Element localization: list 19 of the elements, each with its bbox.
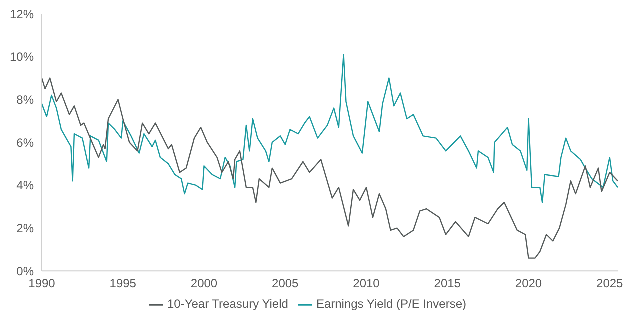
x-tick-label: 2000	[190, 276, 218, 291]
x-tick-label: 2020	[515, 276, 542, 291]
y-tick-label: 2%	[16, 222, 34, 236]
x-tick-label: 2010	[353, 276, 380, 291]
x-tick-label: 1990	[28, 276, 56, 291]
x-tick-label: 2015	[434, 276, 462, 291]
y-tick-label: 10%	[10, 50, 34, 64]
y-tick-label: 8%	[16, 92, 34, 107]
x-tick-label: 2025	[596, 276, 624, 291]
y-tick-label: 0%	[16, 264, 34, 278]
legend-label: Earnings Yield (P/E Inverse)	[316, 297, 467, 312]
x-tick-label: 2005	[272, 276, 300, 291]
y-tick-label: 12%	[10, 7, 34, 22]
line-series	[42, 78, 618, 259]
legend-label: 10-Year Treasury Yield	[167, 297, 288, 312]
line-series	[42, 54, 618, 204]
x-tick-label: 1995	[110, 276, 137, 291]
y-tick-label: 4%	[16, 178, 34, 193]
y-tick-label: 6%	[16, 136, 34, 150]
